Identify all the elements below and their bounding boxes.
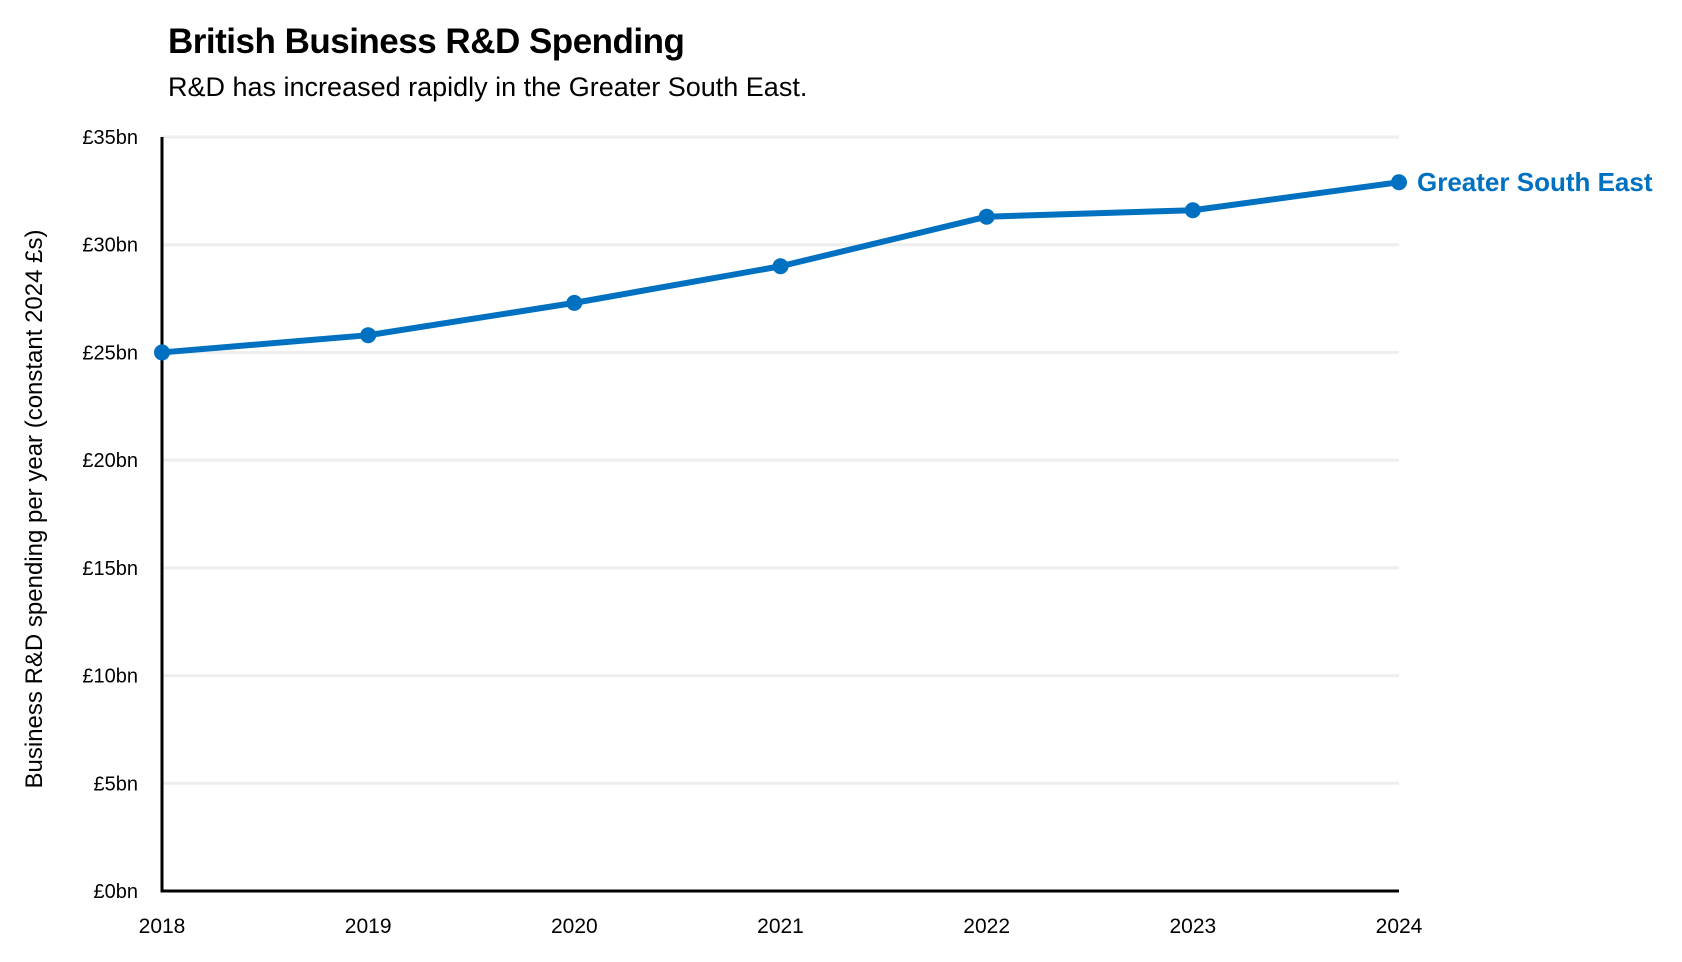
x-tick-label: 2020 (551, 915, 598, 938)
x-tick-label: 2022 (963, 915, 1010, 938)
y-tick-label: £35bn (82, 127, 138, 149)
y-axis-label: Business R&D spending per year (constant… (21, 230, 48, 789)
y-tick-label: £5bn (94, 773, 139, 795)
y-tick-label: £20bn (82, 450, 138, 472)
y-tick-label: £0bn (94, 881, 139, 903)
x-tick-label: 2021 (757, 915, 804, 938)
data-point (566, 294, 583, 311)
x-tick-label: 2019 (345, 915, 392, 938)
x-axis-ticks: 2018 2019 2020 2021 2022 2023 2024 (139, 915, 1423, 938)
data-point (360, 327, 377, 344)
x-tick-label: 2018 (139, 915, 186, 938)
x-tick-label: 2024 (1376, 915, 1423, 938)
gridlines (162, 135, 1399, 785)
y-axis-ticks: £0bn £5bn £10bn £15bn £20bn £25bn £30bn £35bn (82, 127, 138, 903)
chart-subtitle: R&D has increased rapidly in the Greater… (168, 72, 808, 102)
data-point (978, 208, 995, 225)
y-tick-label: £25bn (82, 342, 138, 364)
y-tick-label: £30bn (82, 235, 138, 257)
x-tick-label: 2023 (1169, 915, 1216, 938)
y-tick-label: £10bn (82, 666, 138, 688)
data-point (154, 344, 170, 361)
chart-title: British Business R&D Spending (168, 22, 685, 61)
data-point (1391, 174, 1407, 191)
data-point (772, 258, 789, 275)
y-tick-label: £15bn (82, 558, 138, 580)
series-layer: Greater South East (154, 167, 1653, 361)
data-point (1184, 202, 1201, 219)
series-label: Greater South East (1417, 167, 1653, 197)
